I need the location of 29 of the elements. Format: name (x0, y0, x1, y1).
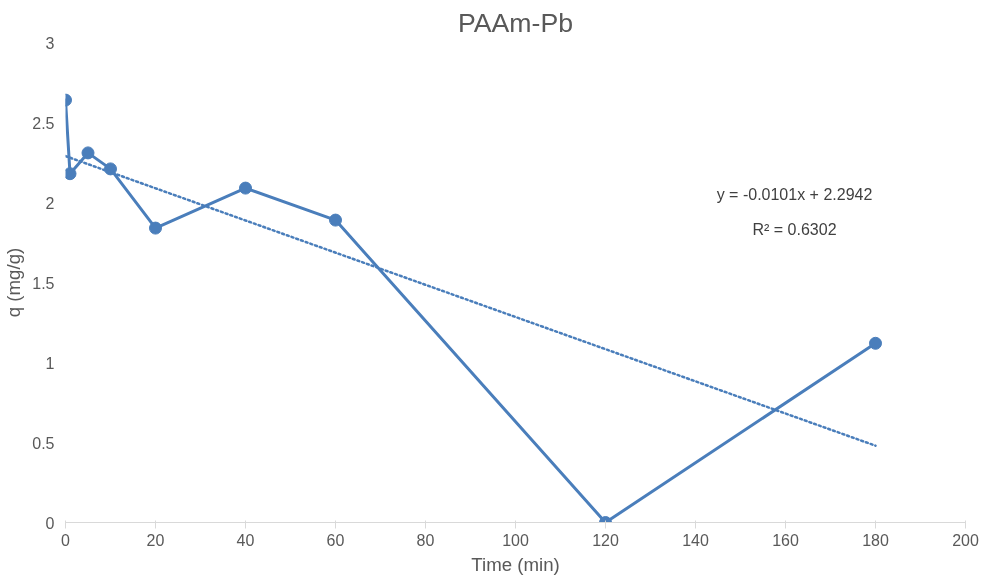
annotation: R² = 0.6302 (752, 220, 837, 238)
y-tick-label: 3 (45, 34, 55, 52)
y-tick-label: 2 (45, 194, 55, 212)
y-tick-label: 0 (45, 514, 55, 532)
point (869, 336, 882, 350)
y-tick-label: 0.5 (32, 434, 55, 452)
y-tick-label: 1 (45, 354, 55, 372)
annotation: y = -0.0101x + 2.2942 (716, 185, 873, 203)
x-tick-label: 100 (502, 531, 529, 549)
point (81, 146, 95, 160)
x-tick-label: 180 (862, 531, 889, 549)
x-tick-label: 60 (326, 531, 345, 549)
point (329, 213, 342, 227)
point (239, 181, 252, 195)
x-tick-label: 80 (416, 531, 435, 549)
x-axis-title: Time (min) (471, 553, 560, 575)
x-tick-label: 200 (952, 531, 979, 549)
chart-title: PAAm-Pb (457, 7, 574, 38)
point (65, 167, 77, 181)
x-tick-label: 0 (61, 531, 71, 549)
x-tick-label: 140 (682, 531, 709, 549)
y-axis-title: q (mg/g) (3, 247, 25, 318)
point (149, 221, 162, 235)
y-tick-label: 2.5 (32, 114, 55, 132)
x-tick-label: 20 (146, 531, 165, 549)
x-tick-label: 120 (592, 531, 619, 549)
x-tick-label: 160 (772, 531, 799, 549)
y-tick-label: 1.5 (32, 274, 55, 292)
x-tick-label: 40 (236, 531, 255, 549)
